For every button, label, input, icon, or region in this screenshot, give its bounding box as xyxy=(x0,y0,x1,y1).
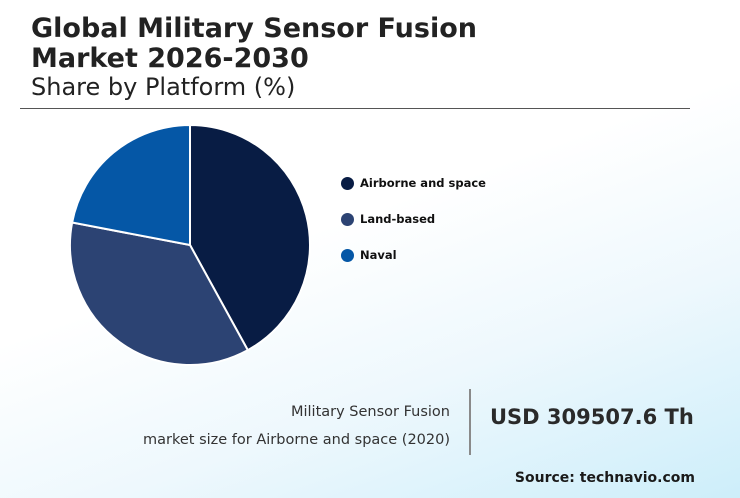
chart-title-line-1: Global Military Sensor Fusion xyxy=(31,13,477,44)
chart-subtitle: Share by Platform (%) xyxy=(31,73,296,101)
stat-divider xyxy=(469,389,471,455)
legend-swatch xyxy=(341,176,354,190)
pie-slice-land-based xyxy=(69,221,250,366)
legend-label: Land-based xyxy=(360,212,436,226)
chart-legend: Airborne and space Land-based Naval xyxy=(341,174,486,282)
pie-slice-airborne-and-space xyxy=(189,123,311,352)
header-divider xyxy=(20,108,690,109)
legend-item-airborne-and-space: Airborne and space xyxy=(341,174,486,192)
legend-label: Naval xyxy=(360,248,397,262)
legend-swatch xyxy=(341,248,354,262)
source-credit: Source: technavio.com xyxy=(514,470,695,486)
market-size-description-line-2: market size for Airborne and space (2020… xyxy=(143,432,450,448)
market-size-value: USD 309507.6 Th xyxy=(490,405,694,429)
market-size-description: Military Sensor Fusion market size for A… xyxy=(143,398,450,454)
pie-slice-naval xyxy=(70,123,191,247)
legend-swatch xyxy=(341,212,354,226)
legend-label: Airborne and space xyxy=(360,176,486,190)
chart-title-line-2: Market 2026-2030 xyxy=(31,43,309,74)
legend-item-land-based: Land-based xyxy=(341,210,486,228)
legend-item-naval: Naval xyxy=(341,246,486,264)
chart-title: Global Military Sensor Fusion Market 202… xyxy=(31,14,477,74)
market-size-description-line-1: Military Sensor Fusion xyxy=(290,404,450,420)
